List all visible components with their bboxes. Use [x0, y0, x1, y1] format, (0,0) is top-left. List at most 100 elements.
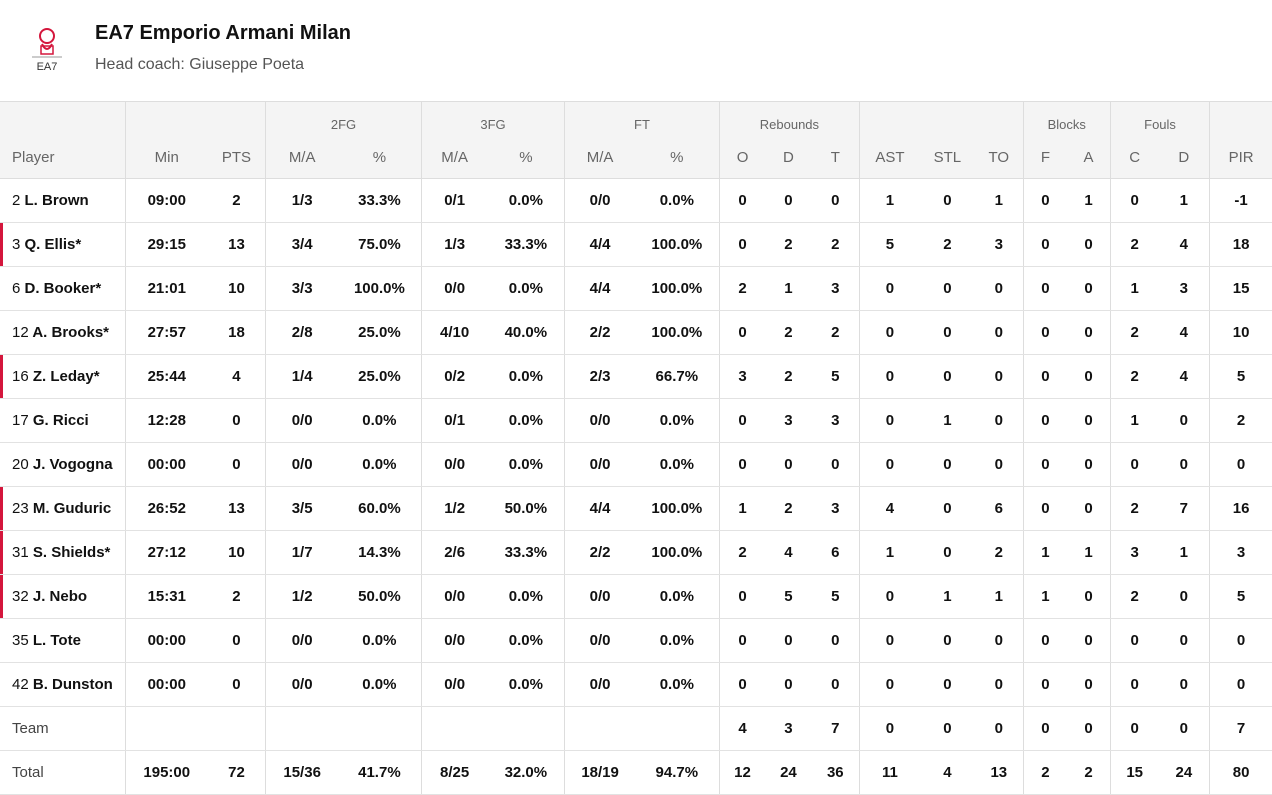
stat-cell: 0 [765, 662, 812, 707]
stat-cell: 4/4 [564, 486, 635, 531]
stat-cell: 4/4 [564, 222, 635, 267]
stat-cell: 18 [1209, 222, 1272, 267]
stat-cell: 0 [859, 398, 920, 443]
player-cell: 23 M. Guduric [0, 486, 126, 531]
stat-cell: 1/2 [265, 574, 339, 619]
player-row: 6 D. Booker* 21:01 10 3/3 100.0% 0/0 0.0% 4/4 10… [0, 266, 1272, 311]
col-header: A [1067, 136, 1111, 179]
stat-cell: 0 [1158, 442, 1210, 487]
col-header: D [765, 136, 812, 179]
player-row: 20 J. Vogogna 00:00 0 0/0 0.0% 0/0 0.0% 0/0 0.0%… [0, 442, 1272, 487]
stat-cell: 0 [974, 662, 1024, 707]
stat-cell: 0/0 [265, 618, 339, 663]
player-number: 20 [12, 456, 29, 473]
stat-cell: 0 [974, 266, 1024, 311]
stat-cell: 100.0% [634, 486, 720, 531]
stat-cell: 0 [919, 354, 975, 399]
stat-cell: 0 [1022, 662, 1068, 707]
stat-cell: 0 [1109, 178, 1159, 223]
stat-cell: 0 [859, 310, 920, 355]
player-row: 12 A. Brooks* 27:57 18 2/8 25.0% 4/10 40.0% 2/2… [0, 310, 1272, 355]
player-name: L. Brown [24, 192, 89, 209]
player-name: A. Brooks* [32, 324, 109, 341]
stat-cell: 1 [919, 574, 975, 619]
stat-cell: 0/2 [420, 354, 488, 399]
stat-cell: 10 [1209, 310, 1272, 355]
group-ft: FT [564, 101, 720, 136]
player-cell: 31 S. Shields* [0, 530, 126, 575]
stat-cell: 2 [207, 178, 266, 223]
stat-cell: 0 [207, 398, 266, 443]
stat-cell: 21:01 [124, 266, 208, 311]
player-row: 31 S. Shields* 27:12 10 1/7 14.3% 2/6 33.3% 2/2… [0, 530, 1272, 575]
stat-cell: 11 [859, 750, 920, 795]
stat-cell: 0 [1109, 706, 1159, 751]
stat-cell: 75.0% [338, 222, 422, 267]
stat-cell: 33.3% [487, 222, 565, 267]
stat-cell: 0.0% [487, 618, 565, 663]
stat-cell: 0.0% [634, 178, 720, 223]
stat-cell: 0 [1067, 354, 1111, 399]
stat-cell: 0 [718, 618, 766, 663]
stat-cell: 2 [1022, 750, 1068, 795]
stat-cell: 1/4 [265, 354, 339, 399]
stat-cell: 18/19 [564, 750, 635, 795]
col-header: PTS [207, 136, 266, 179]
stat-cell: 0 [718, 574, 766, 619]
stat-cell: 100.0% [634, 530, 720, 575]
stat-cell: -1 [1209, 178, 1272, 223]
stat-cell: 94.7% [634, 750, 720, 795]
total-row: Total 195:00 72 15/36 41.7% 8/25 32.0% 18/19 94.… [0, 750, 1272, 795]
stat-cell: 25:44 [124, 354, 208, 399]
stat-cell: 0 [811, 178, 860, 223]
stat-cell: 1 [1158, 530, 1210, 575]
stat-cell: 0 [919, 530, 975, 575]
stat-cell: 0.0% [487, 266, 565, 311]
stat-cell: 8/25 [420, 750, 488, 795]
team-label: Team [0, 706, 126, 751]
stat-cell: 09:00 [124, 178, 208, 223]
stat-cell: 1 [974, 178, 1024, 223]
stat-cell: 0 [974, 398, 1024, 443]
stat-cell: 0 [811, 662, 860, 707]
stat-cell: 26:52 [124, 486, 208, 531]
stat-cell: 13 [974, 750, 1024, 795]
stat-cell: 0 [859, 266, 920, 311]
stat-cell: 2 [811, 222, 860, 267]
stat-cell: 0.0% [487, 442, 565, 487]
stat-cell: 0 [718, 662, 766, 707]
stat-cell [634, 706, 720, 751]
stat-cell: 4 [207, 354, 266, 399]
stat-cell: 0 [974, 354, 1024, 399]
stat-cell: 6 [811, 530, 860, 575]
stat-cell: 0 [765, 178, 812, 223]
boxscore-table: 2FG 3FG FT Rebounds Blocks Fouls Player … [0, 101, 1272, 795]
stat-cell: 2 [1109, 486, 1159, 531]
stat-cell: 0.0% [487, 354, 565, 399]
player-row: 17 G. Ricci 12:28 0 0/0 0.0% 0/1 0.0% 0/0 0.0% 0 3… [0, 398, 1272, 443]
stat-cell: 13 [207, 222, 266, 267]
group-2fg: 2FG [265, 101, 422, 136]
player-cell: 32 J. Nebo [0, 574, 126, 619]
stat-cell: 3/3 [265, 266, 339, 311]
stat-cell: 0 [919, 618, 975, 663]
stat-cell: 0 [1158, 618, 1210, 663]
stat-cell: 1 [859, 178, 920, 223]
stat-cell: 0 [974, 442, 1024, 487]
stat-cell: 0 [765, 618, 812, 663]
stat-cell: 2 [919, 222, 975, 267]
col-header: Player [0, 136, 126, 179]
stat-cell: 00:00 [124, 662, 208, 707]
stat-cell: 1 [1067, 178, 1111, 223]
stat-cell: 3/4 [265, 222, 339, 267]
stat-cell [124, 706, 208, 751]
stat-cell: 18 [207, 310, 266, 355]
stat-cell: 0 [859, 354, 920, 399]
stat-cell: 0 [1022, 486, 1068, 531]
stat-cell: 72 [207, 750, 266, 795]
stat-cell: 40.0% [487, 310, 565, 355]
stat-cell: 4 [1158, 354, 1210, 399]
stat-cell: 0 [765, 442, 812, 487]
stat-cell: 0 [859, 662, 920, 707]
player-name: B. Dunston [32, 676, 113, 693]
